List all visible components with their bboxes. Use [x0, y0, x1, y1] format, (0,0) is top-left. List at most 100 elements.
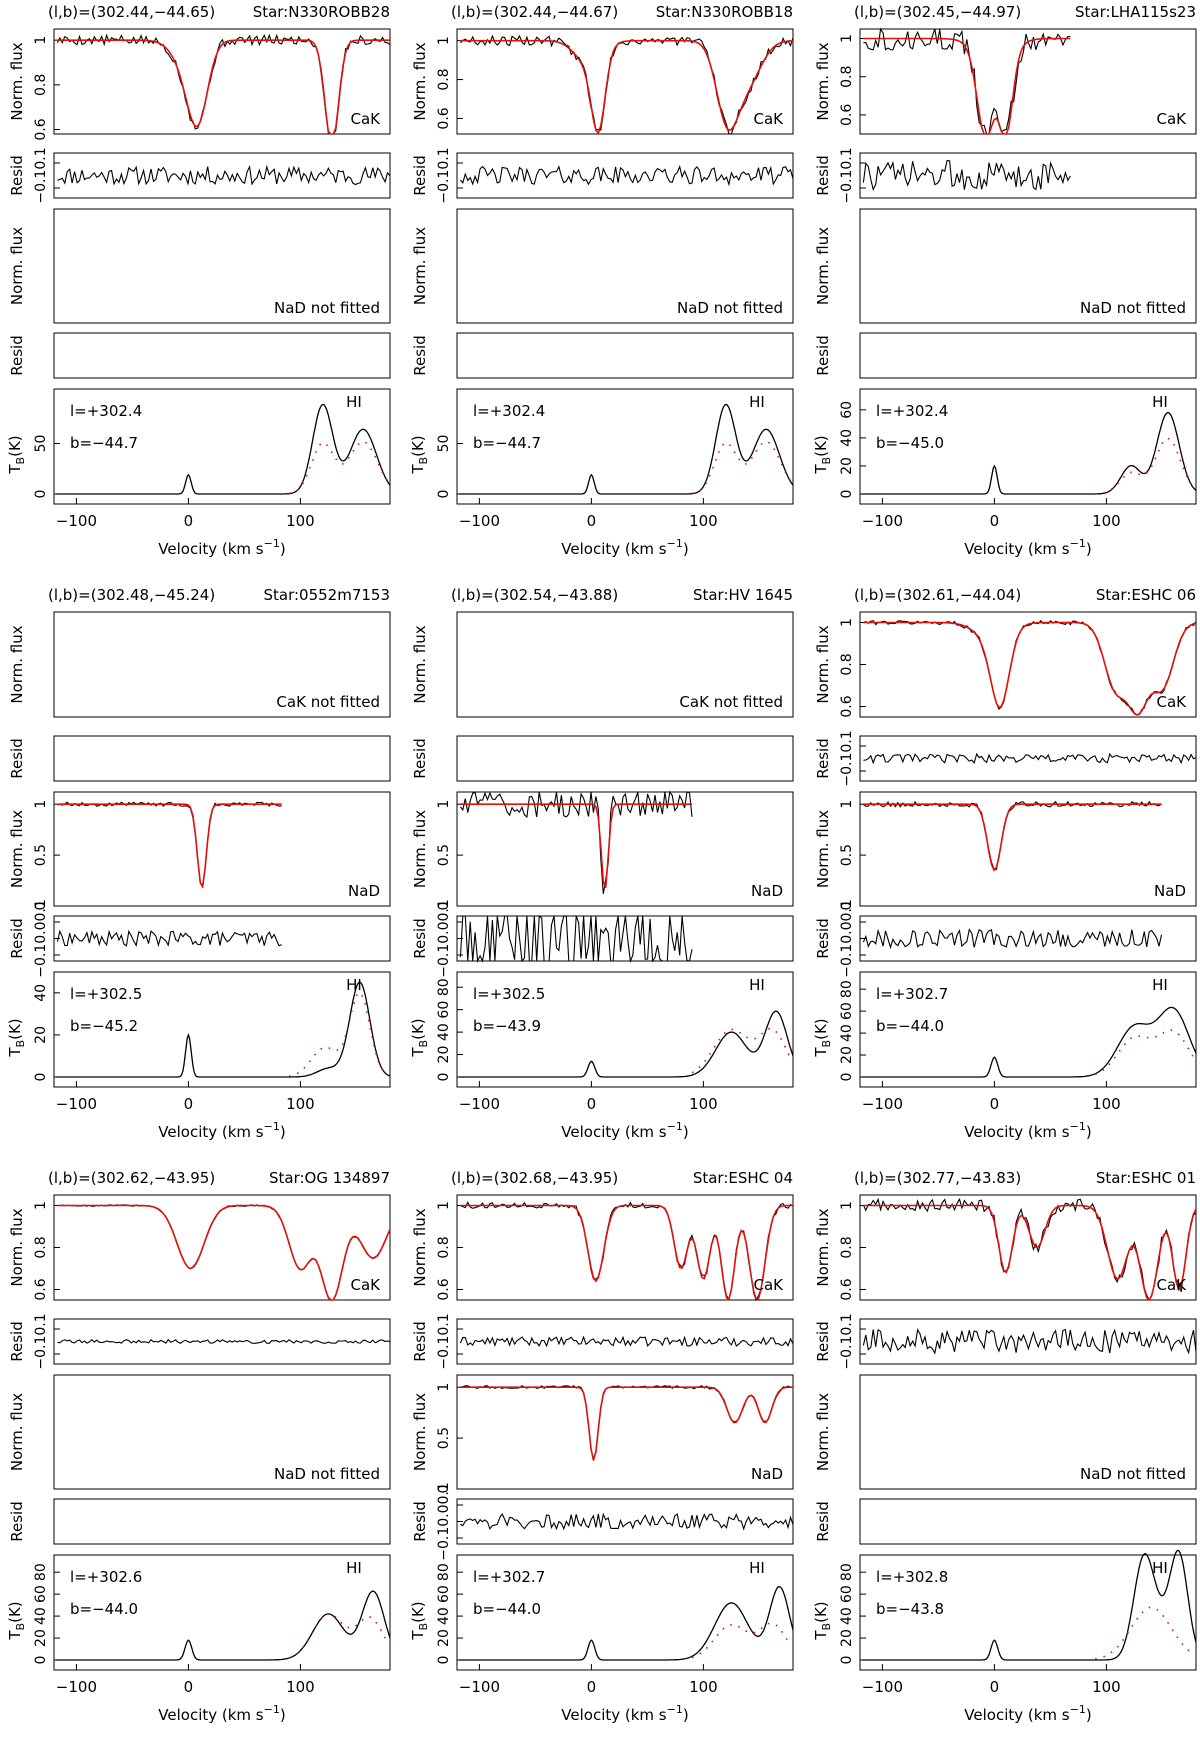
hi-spectrum-line — [56, 1590, 391, 1661]
data-spectrum-line — [57, 1204, 391, 1301]
hi-spectrum-line — [459, 403, 794, 495]
coords-label: (l,b)=(302.48,−45.24) — [48, 586, 215, 604]
ylabel-sub: B — [820, 1040, 833, 1048]
latitude-label: b=−44.0 — [473, 1600, 541, 1618]
coords-label: (l,b)=(302.44,−44.67) — [451, 3, 618, 21]
ylabel-resid: Resid — [8, 335, 26, 375]
ytick-label: 60 — [33, 1585, 49, 1603]
species-label: HI — [1152, 393, 1168, 411]
longitude-label: l=+302.5 — [70, 985, 142, 1003]
coords-label: (l,b)=(302.44,−44.65) — [48, 3, 215, 21]
spectrum-figure-7: (l,b)=(302.62,−43.95) Star:OG 134897 Norm.… — [6, 1169, 391, 1724]
panel-frame — [859, 152, 1197, 199]
ylabel-norm-flux: Norm. flux — [8, 625, 26, 703]
not-fitted-note: NaD not fitted — [274, 1465, 380, 1483]
star-label: Star:N330ROBB28 — [253, 3, 390, 21]
resid-trace-nad: −0.10.00.1 — [436, 899, 693, 978]
star-label: Star:OG 134897 — [269, 1169, 390, 1187]
hi-spectrum-line — [862, 411, 1197, 495]
xtick-label: 0 — [990, 1678, 1000, 1696]
xaxis-title-exp: −1 — [1070, 1703, 1086, 1716]
ylabel-norm-flux: Norm. flux — [814, 1208, 832, 1286]
ylabel-tb: TB(K) — [812, 1018, 833, 1057]
longitude-label: l=+302.7 — [473, 1568, 545, 1586]
panel-hi: TB(K) 0 20 40 60 80 −100 0 100 l=+302.7 b=−44.0 HI — [409, 1554, 794, 1696]
hi-model-dotted-line — [692, 441, 792, 495]
xaxis-title-exp: −1 — [264, 1120, 280, 1133]
xaxis-title-text: Velocity (km s — [158, 1123, 264, 1141]
species-label: CaK — [1156, 1276, 1187, 1294]
xaxis-title-text: Velocity (km s — [561, 1706, 667, 1724]
ytick-label: 60 — [839, 1002, 855, 1020]
ytick-label: 0.8 — [33, 1236, 49, 1258]
hi-model-dotted-line — [289, 441, 389, 495]
panel-nad: Norm. flux NaD not fitted — [814, 208, 1197, 324]
latitude-label: b=−44.0 — [70, 1600, 138, 1618]
hi-model-dotted-line — [1094, 1029, 1195, 1076]
ytick-label: 0 — [33, 490, 49, 499]
resid-ytick-label: −0.10.1 — [839, 147, 855, 203]
panel-frame — [859, 915, 1197, 962]
residual-line — [460, 1512, 794, 1531]
panel-nad-resid: Resid — [814, 915, 1197, 962]
data-spectrum-line — [863, 27, 1071, 135]
panel-frame — [859, 28, 1197, 135]
panel-cak: Norm. flux 1 0.8 0.6 CaK — [814, 611, 1197, 718]
ytick-label: 0.8 — [839, 1236, 855, 1258]
ylabel-sub: B — [417, 457, 430, 465]
star-label: Star:ESHC 06 — [1096, 586, 1196, 604]
data-spectrum-line — [460, 1385, 794, 1462]
longitude-label: l=+302.4 — [70, 402, 142, 420]
hi-spectrum-line — [56, 403, 391, 495]
xtick-label: −100 — [862, 512, 903, 530]
resid-ytick-label: −0.10.00.1 — [33, 899, 49, 978]
ylabel-norm-flux: Norm. flux — [411, 625, 429, 703]
ytick-label: 0.5 — [839, 844, 855, 866]
residual-line — [459, 1335, 794, 1348]
ylabel-resid: Resid — [411, 1501, 429, 1541]
ylabel-resid: Resid — [814, 155, 832, 195]
panel-frame — [859, 1554, 1197, 1671]
ytick-label: 20 — [33, 1629, 49, 1647]
model-fit-line — [57, 1204, 391, 1301]
species-label: CaK — [1156, 110, 1187, 128]
ylabel-norm-flux: Norm. flux — [8, 1208, 26, 1286]
xtick-label: −100 — [459, 1095, 500, 1113]
xtick-label: 100 — [286, 1095, 315, 1113]
xaxis-title: Velocity (km s−1) — [561, 1703, 688, 1724]
spectrum-figure-8: (l,b)=(302.68,−43.95) Star:ESHC 04 Norm. f… — [409, 1169, 794, 1724]
species-label: CaK — [350, 1276, 381, 1294]
xtick-label: 0 — [184, 1678, 194, 1696]
species-label: HI — [749, 1559, 765, 1577]
ytick-label: 40 — [839, 429, 855, 447]
hi-model-dotted-line — [288, 1612, 389, 1659]
species-label: NaD — [1154, 882, 1186, 900]
panel-frame — [53, 388, 391, 505]
xaxis-title: Velocity (km s−1) — [561, 537, 688, 558]
xaxis-title-exp: −1 — [667, 1120, 683, 1133]
ylabel-tb: TB(K) — [6, 1018, 27, 1057]
residual-line — [862, 928, 1163, 950]
longitude-label: l=+302.8 — [876, 1568, 948, 1586]
xtick-label: −100 — [56, 512, 97, 530]
ytick-label: 60 — [436, 1585, 452, 1603]
ytick-label: 1 — [436, 1201, 452, 1210]
ylabel-unit: (K) — [409, 1018, 427, 1040]
model-fit-line — [863, 37, 1071, 135]
xtick-label: −100 — [56, 1678, 97, 1696]
xaxis-title-text: Velocity (km s — [561, 1123, 667, 1141]
panel-frame — [859, 1374, 1197, 1490]
ylabel-unit: (K) — [812, 1018, 830, 1040]
coords-label: (l,b)=(302.62,−43.95) — [48, 1169, 215, 1187]
hi-model-dotted-line — [691, 1028, 792, 1074]
xaxis-title-close: ) — [1086, 1706, 1092, 1724]
panel-frame — [456, 791, 794, 907]
latitude-label: b=−43.9 — [473, 1017, 541, 1035]
panel-frame — [859, 388, 1197, 505]
residual-line — [862, 159, 1071, 191]
xaxis-title: Velocity (km s−1) — [158, 1120, 285, 1141]
model-fit-line — [460, 803, 692, 889]
ytick-label: 80 — [436, 978, 452, 996]
resid-ytick-label: −0.10.1 — [839, 730, 855, 786]
ylabel-sub: B — [820, 1623, 833, 1631]
